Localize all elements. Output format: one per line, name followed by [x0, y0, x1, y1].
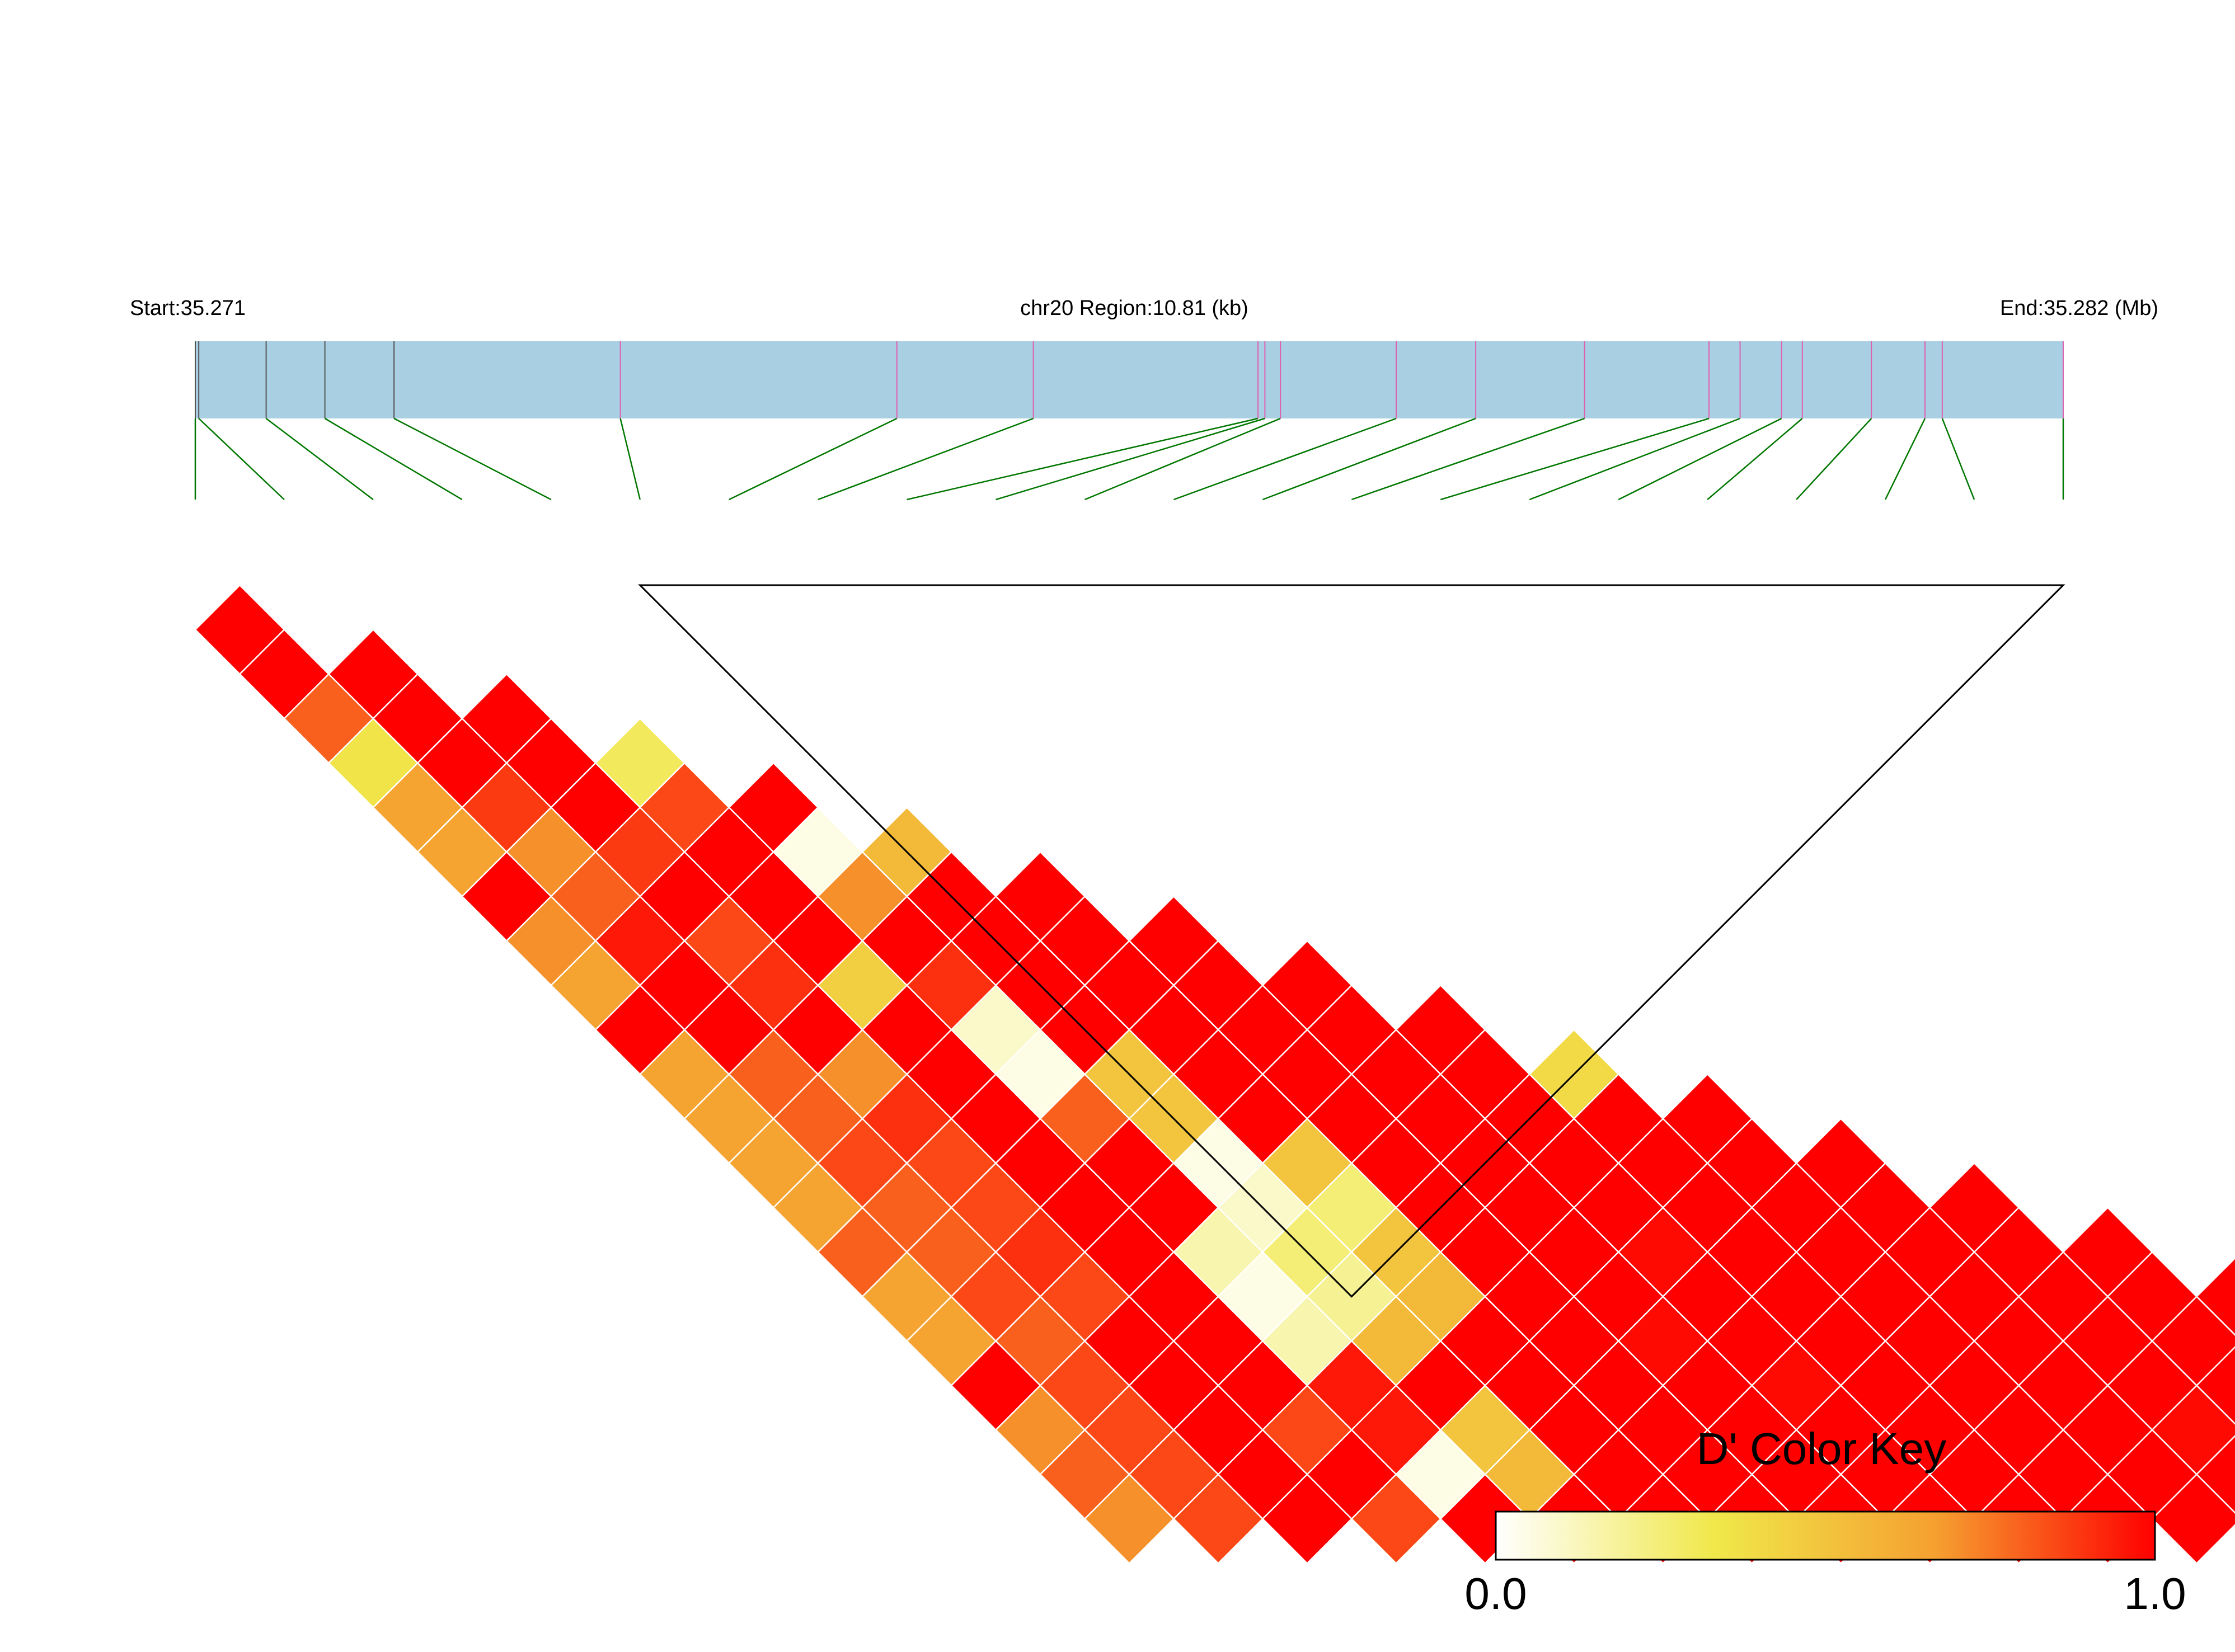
- snp-connector: [907, 417, 1259, 501]
- chromosome-region-track: [195, 341, 2064, 418]
- snp-connector: [324, 417, 463, 501]
- snp-connector: [818, 417, 1034, 501]
- color-key-max-label: 1.0: [2124, 1569, 2186, 1618]
- snp-connector: [1796, 418, 1872, 500]
- snp-connector: [619, 418, 641, 500]
- haplotype-block-outline: [638, 584, 2065, 1298]
- snp-connector: [1084, 417, 1281, 501]
- snp-connector-lines: [194, 417, 2064, 501]
- ld-cell: [2195, 1435, 2235, 1514]
- start-label: Start:35.271: [130, 296, 246, 320]
- region-label: chr20 Region:10.81 (kb): [1020, 296, 1248, 320]
- snp-connector: [729, 417, 898, 501]
- snp-connector: [1941, 418, 1975, 500]
- snp-connector: [1529, 417, 1741, 501]
- snp-connector: [198, 418, 285, 500]
- snp-connector: [393, 417, 552, 501]
- end-label: End:35.282 (Mb): [2000, 296, 2158, 320]
- snp-connector: [1262, 417, 1476, 501]
- ld-cell: [1083, 1473, 1175, 1565]
- ld-cell: [1261, 1473, 1353, 1565]
- ld-cell: [1172, 1473, 1264, 1565]
- color-key-min-label: 0.0: [1464, 1569, 1527, 1618]
- snp-connector: [996, 417, 1265, 501]
- color-key-title: D' Color Key: [1697, 1424, 1947, 1474]
- block-triangle: [638, 584, 2065, 1298]
- ld-triangle: [194, 584, 2235, 1565]
- region-track-bar: [195, 341, 2063, 418]
- ld-cell: [2151, 1473, 2235, 1565]
- color-key-bar: [1495, 1510, 2156, 1561]
- ld-cell: [2195, 1346, 2235, 1425]
- snp-connector: [1351, 417, 1585, 501]
- snp-connector: [1707, 418, 1803, 500]
- snp-connector: [1618, 417, 1782, 501]
- snp-connector: [1884, 418, 1926, 500]
- snp-connector: [265, 418, 374, 500]
- ld-cell: [2195, 1257, 2235, 1336]
- snp-connector: [1440, 417, 1710, 501]
- ld-cell: [1350, 1473, 1442, 1565]
- snp-connector: [1173, 417, 1397, 501]
